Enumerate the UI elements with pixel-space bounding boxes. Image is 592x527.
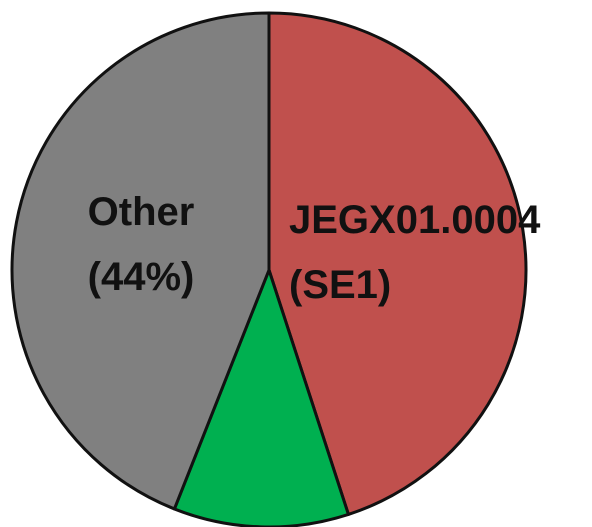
pie-slice-jegx01-se1 xyxy=(267,11,528,516)
slice-label-other-line1: Other xyxy=(88,190,195,234)
slice-label-jegx01-line2: (SE1) xyxy=(289,263,391,307)
pie-labels: JEGX01.0004 (SE1) Other (44%) xyxy=(88,190,541,307)
slice-label-jegx01-line1: JEGX01.0004 xyxy=(289,198,541,242)
slice-label-other-line2: (44%) xyxy=(88,255,195,299)
pie-slices xyxy=(10,11,528,527)
pie-slice-other xyxy=(10,11,271,511)
